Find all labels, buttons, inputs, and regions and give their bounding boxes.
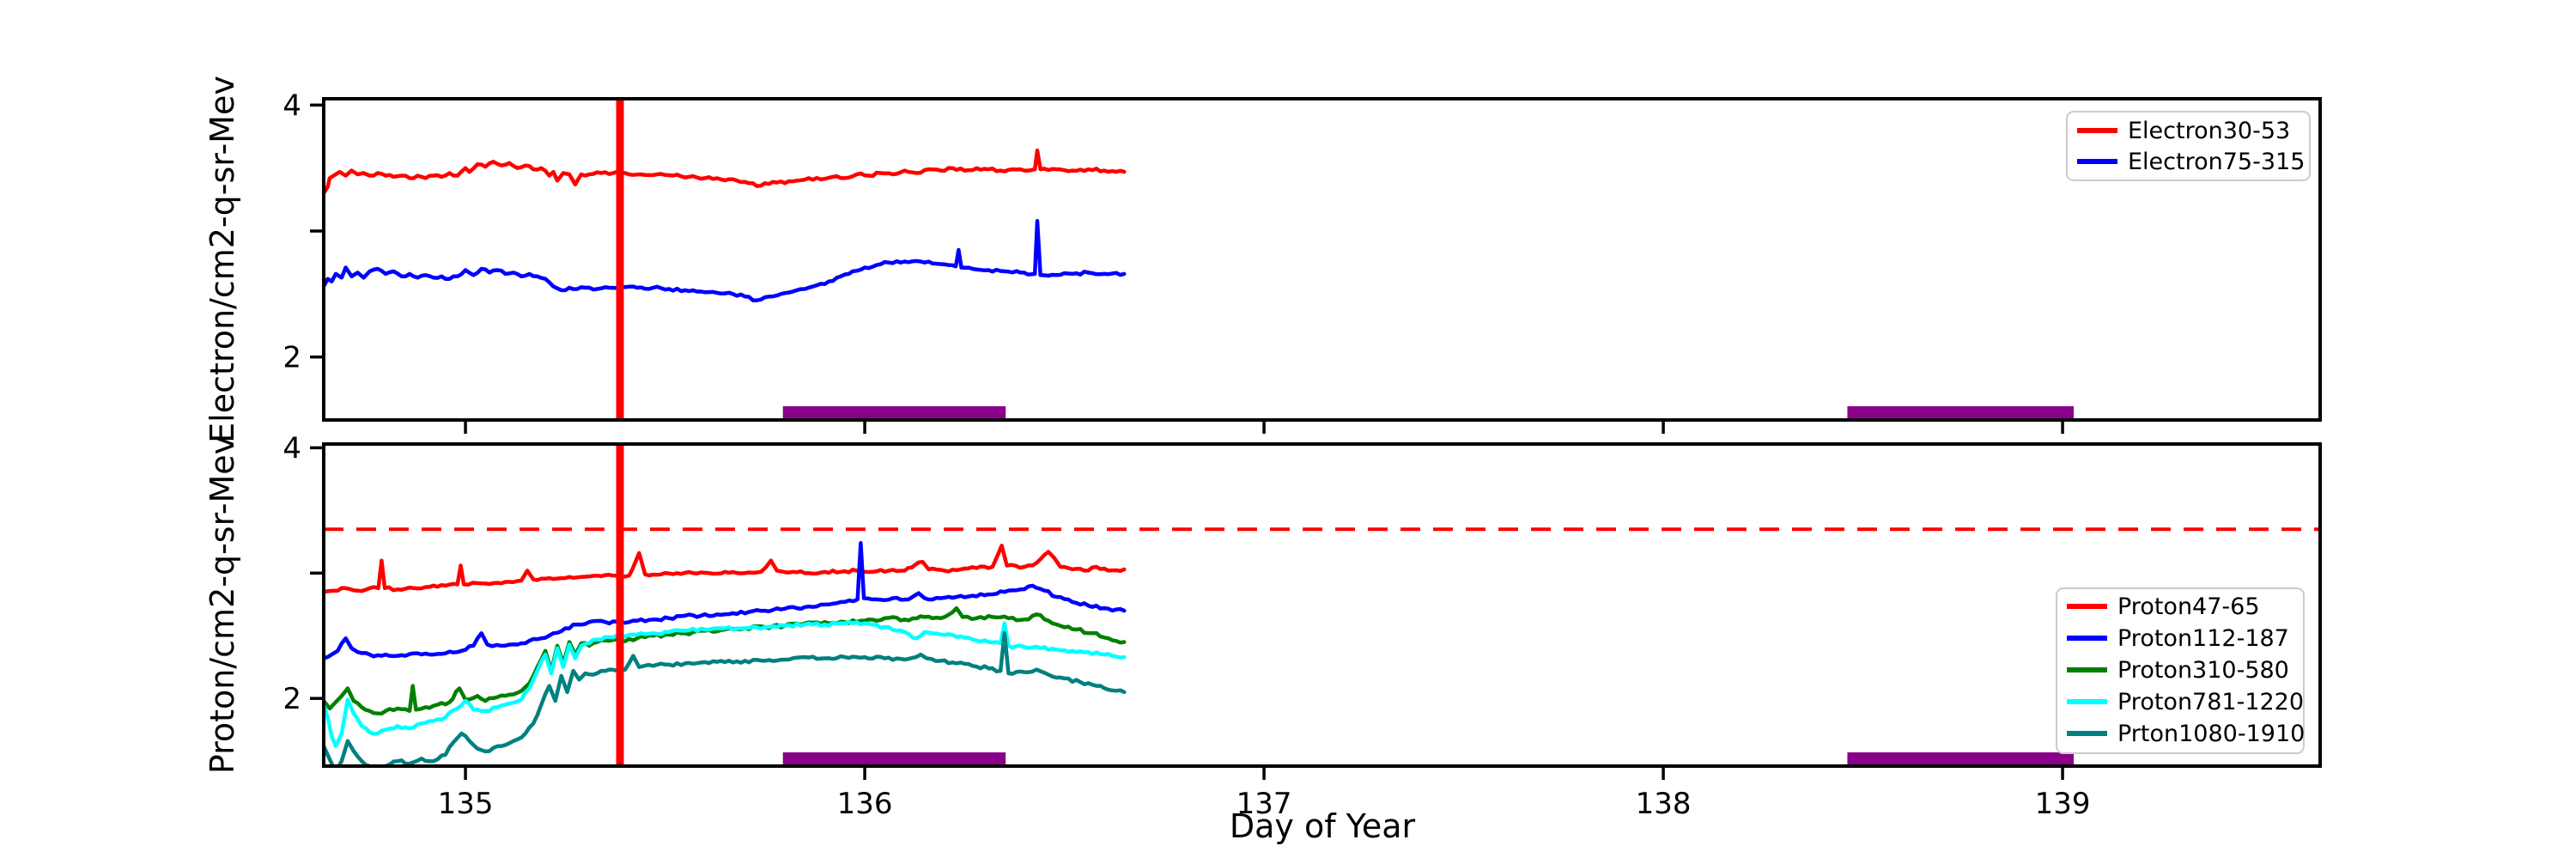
panel-proton: 135 136 137 138 139 2 4 Proton47-65 Proton112-18…: [283, 431, 2322, 821]
interval-bar: [1847, 752, 2075, 766]
x-tick-label: 136: [837, 787, 893, 821]
series-line-Electron75-315: [324, 219, 1127, 302]
series-line-Proton47-65: [324, 543, 1127, 594]
y-axis-label-proton: Proton/cm2-q-sr-Mev: [204, 435, 241, 774]
x-tick-label: 138: [1636, 787, 1692, 821]
series-line-Proton112-187: [324, 541, 1127, 660]
series-line-Electron30-53: [324, 148, 1127, 196]
legend-entry-label: Prton1080-1910: [2117, 721, 2305, 747]
y-axis-label-electron: Electron/cm2-q-sr-Mev: [204, 76, 241, 443]
legend-entry-label: Proton112-187: [2117, 625, 2289, 652]
legend-box: [2056, 587, 2305, 754]
legend-electron: Electron30-53 Electron75-315: [2066, 111, 2311, 181]
legend-entry-label: Electron75-315: [2128, 149, 2305, 175]
legend-entry-label: Proton47-65: [2117, 593, 2260, 620]
legend-entry-label: Proton310-580: [2117, 657, 2289, 684]
axes-frame: [322, 97, 2322, 422]
x-tick-label: 139: [2035, 787, 2091, 821]
panel-electron: 2 4 Electron30-53 Electron75-315: [283, 88, 2322, 434]
legend-entry-label: Proton781-1220: [2117, 689, 2304, 715]
y-tick-label: 2: [283, 341, 301, 375]
x-tick-label: 135: [438, 787, 494, 821]
series-line-Proton781-1220: [324, 619, 1127, 748]
legend-entry-label: Electron30-53: [2128, 118, 2290, 144]
y-tick-label: 4: [283, 88, 301, 123]
series-group: [324, 541, 1127, 766]
x-tick-label: 137: [1236, 787, 1292, 821]
y-tick-label: 4: [283, 431, 301, 466]
legend-box: [2066, 111, 2311, 181]
axes-frame: [322, 442, 2322, 768]
series-group: [324, 148, 1127, 302]
legend-proton: Proton47-65 Proton112-187 Proton310-580 Pro…: [2056, 587, 2305, 754]
interval-bar: [782, 752, 1006, 766]
x-axis-label: Day of Year: [1230, 807, 1416, 845]
series-line-Prton1080-1910: [324, 631, 1127, 766]
y-tick-label: 2: [283, 682, 301, 716]
interval-bar: [1847, 406, 2075, 420]
interval-bar: [782, 406, 1006, 420]
